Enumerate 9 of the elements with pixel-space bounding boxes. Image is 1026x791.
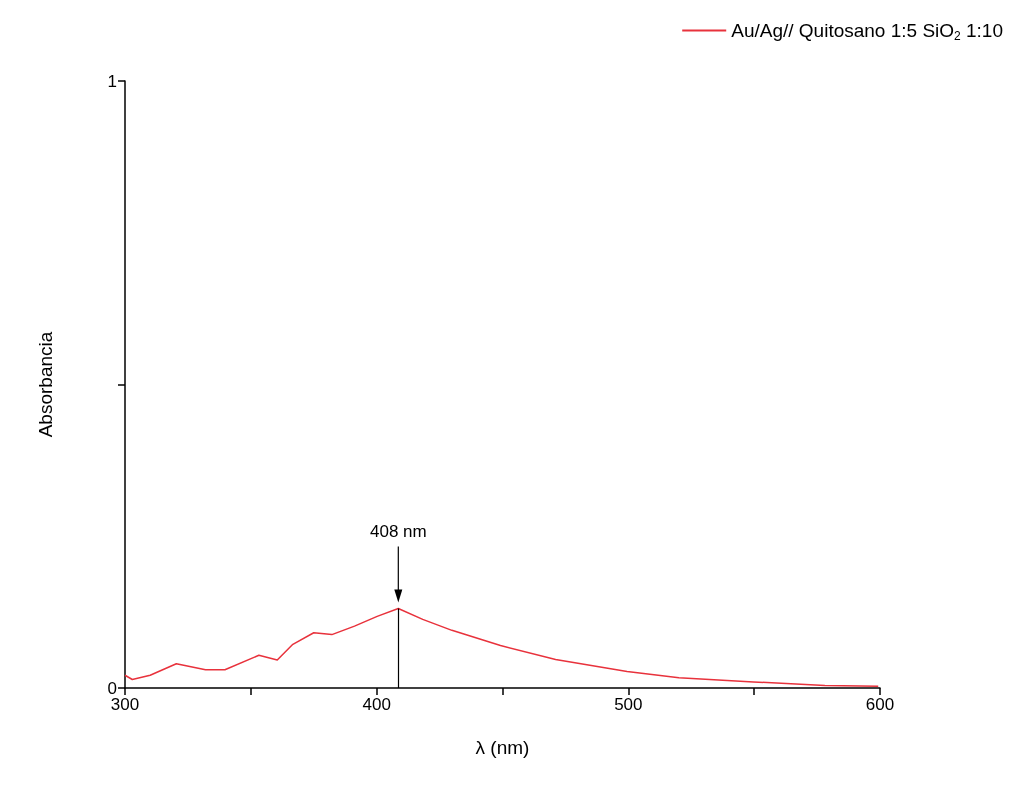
y-axis-title: Absorbancia <box>35 331 56 438</box>
x-tick-label: 400 <box>362 695 391 714</box>
x-tick-label: 300 <box>110 695 140 714</box>
x-tick-label: 600 <box>865 695 895 714</box>
y-tick-label: 0 <box>107 678 117 698</box>
y-tick-label: 1 <box>107 71 117 91</box>
x-tick-label: 500 <box>614 695 643 714</box>
x-axis-title: λ (nm) <box>475 737 530 758</box>
ref-line-label: 408 nm <box>369 522 427 542</box>
